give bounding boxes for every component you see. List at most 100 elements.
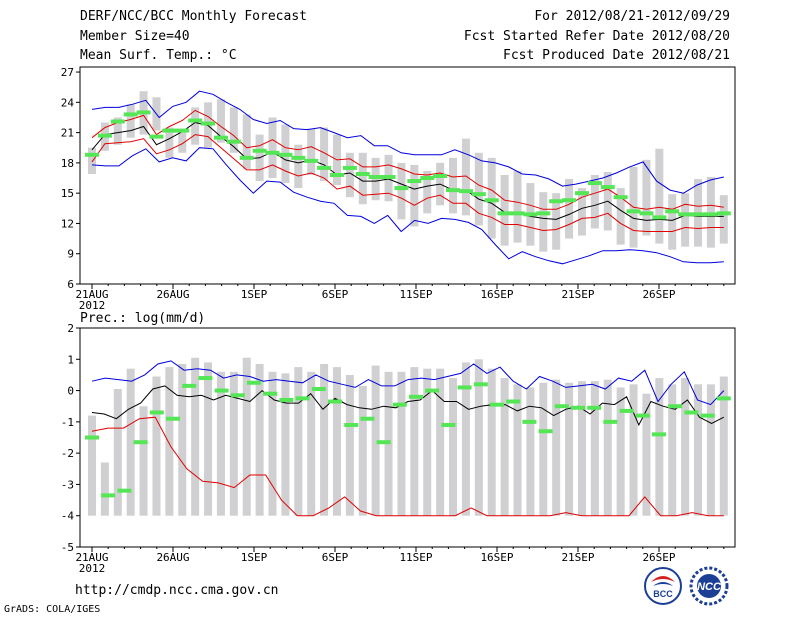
temp-spread-box [88, 147, 96, 174]
temp-spread-box [539, 192, 548, 252]
prec-mean-marker [85, 435, 99, 440]
ncc-logo-text: NCC [697, 581, 722, 593]
temp-spread-box [191, 107, 200, 145]
prec-spread-box [436, 368, 445, 516]
temp-mean-marker [252, 148, 267, 153]
temp-mean-marker [394, 186, 409, 191]
temp-spread-box [642, 159, 651, 236]
prec-mean-marker [473, 382, 488, 387]
temp-spread-box [126, 104, 135, 138]
prec-mean-marker [376, 440, 391, 445]
temp-lower-line [91, 134, 724, 232]
prec-spread-box [281, 373, 290, 516]
prec-spread-box [204, 362, 213, 516]
chart-header: DERF/NCC/BCC Monthly Forecast Member Siz… [0, 0, 800, 66]
temp-mean-marker [484, 198, 499, 203]
temp-mean-marker [691, 212, 706, 217]
prec-mean-marker [506, 399, 521, 404]
prec-upper-line [91, 360, 725, 406]
temp-outer-lower-line [91, 147, 724, 265]
prec-mean-marker [166, 416, 180, 421]
prec-spread-box [642, 393, 651, 516]
temp-y-tick-label: 18 [61, 157, 74, 170]
temp-mean-marker [626, 209, 641, 214]
temp-mean-marker [562, 198, 577, 203]
prec-spread-box [526, 387, 535, 516]
temp-mean-marker [587, 181, 602, 186]
prec-spread-box [139, 406, 148, 516]
prec-spread-box [152, 376, 161, 516]
prec-x-tick-label: 21AUG [75, 551, 108, 564]
refer-date: Fcst Started Refer Date 2012/08/20 [463, 29, 730, 44]
footer-url[interactable]: http://cmdp.ncc.cma.gov.cn [75, 583, 279, 598]
prec-spread-box [500, 378, 509, 516]
temp-mean-marker [433, 174, 448, 179]
temp-spread-box [500, 174, 509, 246]
temp-spread-box [229, 107, 238, 153]
temp-x-tick-label: 26SEP [642, 288, 675, 301]
prec-spread-box [255, 363, 264, 516]
grads-credit: GrADS: COLA/IGES [4, 604, 101, 615]
temp-mean-marker [703, 212, 718, 217]
temp-spread-box [307, 128, 316, 175]
prec-spread-box [216, 371, 225, 516]
prec-y-tick-label: -1 [61, 416, 74, 429]
prec-mean-marker [635, 413, 650, 418]
prec-ensemble-mean-line [91, 385, 725, 427]
prec-mean-marker [117, 488, 132, 493]
prec-mean-marker [344, 422, 359, 427]
prec-y-tick-label: -4 [61, 510, 75, 523]
prec-mean-marker [619, 408, 634, 413]
temp-spread-box [242, 114, 251, 169]
temp-spread-box [113, 117, 122, 145]
member-size-label: Member Size=40 [80, 29, 190, 44]
temp-mean-marker [149, 134, 164, 139]
prec-mean-marker [133, 440, 148, 445]
prec-mean-marker [603, 419, 618, 424]
ncc-logo: NCC [689, 566, 729, 606]
temp-mean-marker [446, 188, 461, 193]
temp-mean-marker [123, 112, 138, 117]
temp-x-year-label: 2012 [79, 299, 106, 312]
temp-spread-box [371, 157, 380, 201]
prec-mean-marker [457, 385, 472, 390]
temp-mean-marker [536, 211, 551, 216]
temp-spread-box [681, 193, 690, 247]
prec-y-tick-label: -3 [61, 478, 74, 491]
temp-mean-marker [201, 121, 216, 126]
temp-spread-box [655, 148, 664, 244]
temp-spread-box [268, 117, 277, 179]
prec-mean-marker [441, 422, 456, 427]
prec-spread-box [294, 367, 303, 516]
prec-mean-marker [214, 388, 229, 393]
prec-mean-marker [198, 376, 213, 381]
temp-mean-marker [510, 211, 525, 216]
temp-mean-marker [239, 155, 254, 160]
temp-mean-marker [574, 191, 589, 196]
temp-mean-marker [549, 199, 564, 204]
prec-x-tick-label: 26SEP [642, 551, 675, 564]
prec-spread-box [178, 363, 187, 516]
temp-mean-marker [342, 165, 357, 170]
temp-mean-marker [523, 212, 538, 217]
prec-panel-title: Prec.: log(mm/d) [80, 311, 205, 326]
temp-mean-marker [175, 128, 190, 133]
temp-plot-frame [79, 66, 736, 285]
prec-mean-marker [716, 396, 731, 401]
temperature-panel: 6 9 12 15 18 21 24 27 21AUG 26AUG 1SEP 6SEP 11SEP 16S… [61, 66, 736, 312]
temp-outer-upper-line [91, 90, 724, 194]
temp-mean-marker [613, 195, 628, 200]
temp-mean-marker [471, 192, 486, 197]
prec-spread-box [577, 381, 586, 516]
prec-mean-marker [328, 399, 342, 404]
prec-spread-box [565, 382, 574, 516]
prec-spread-box [603, 379, 612, 516]
prec-spread-box [191, 357, 200, 516]
prec-mean-marker [295, 396, 310, 401]
prec-spread-box [461, 362, 470, 516]
prec-mean-marker [538, 429, 553, 434]
temp-x-tick-label: 16SEP [480, 288, 513, 301]
prec-mean-marker [652, 432, 666, 437]
temp-spread-box [320, 127, 329, 182]
